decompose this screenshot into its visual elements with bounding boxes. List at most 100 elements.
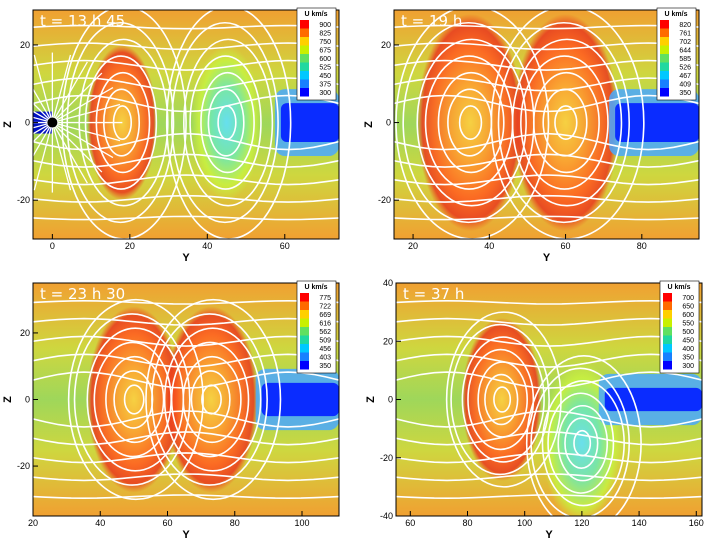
x-tick-label: 60 — [561, 241, 571, 251]
x-tick-label: 40 — [202, 241, 212, 251]
vortex-cell — [416, 13, 524, 232]
colorbar-tick-label: 761 — [679, 31, 691, 38]
streamline — [394, 194, 699, 203]
colorbar-swatch — [663, 318, 672, 327]
y-tick-label: -20 — [17, 195, 30, 205]
x-tick-label: 100 — [294, 518, 309, 528]
streamline — [33, 59, 339, 71]
low-speed-channel — [615, 103, 699, 142]
colorbar-tick-label: 300 — [682, 363, 694, 370]
streamline — [33, 317, 339, 326]
chart-panel-4: 60 80 100 120 140 160 -40 -20 0 20 40 Y Zt = 37 h U k… — [365, 278, 704, 541]
y-axis-label: Z — [2, 396, 14, 403]
x-tick-label: 60 — [280, 241, 290, 251]
x-tick-label: 80 — [637, 241, 647, 251]
radial-field-line — [33, 116, 53, 124]
vortex-cell — [191, 44, 262, 201]
streamline — [33, 132, 339, 151]
colorbar-tick-label: 350 — [319, 363, 331, 370]
colorbar-title: U km/s — [305, 11, 328, 18]
streamline — [33, 153, 339, 168]
colorbar-swatch — [300, 45, 309, 54]
radial-field-line — [33, 122, 53, 158]
colorbar-tick-label: 509 — [319, 338, 331, 345]
streamline — [33, 410, 339, 428]
streamline — [396, 410, 702, 428]
streamline — [78, 38, 169, 207]
streamline — [394, 59, 699, 71]
x-tick-label: 80 — [462, 518, 472, 528]
streamline — [396, 299, 702, 305]
streamline — [33, 194, 339, 203]
colorbar-tick-label: 644 — [679, 48, 691, 55]
vortex-cell — [164, 306, 259, 493]
colorbar-swatch — [663, 327, 672, 336]
y-axis-label: Z — [2, 121, 14, 128]
chart-panel-1: 0 20 40 60 -20 0 20 Y Zt = 13 h 45 U km/s 900 82575… — [2, 7, 340, 264]
colorbar-swatch — [300, 88, 309, 97]
colorbar-swatch — [300, 318, 309, 327]
y-tick-label: 0 — [386, 118, 391, 128]
x-tick-label: 120 — [574, 518, 589, 528]
colorbar-swatch — [300, 79, 309, 88]
streamline — [33, 94, 339, 113]
streamline — [66, 21, 175, 224]
streamline — [394, 174, 699, 186]
streamline — [557, 404, 609, 482]
colorbar-swatch — [300, 37, 309, 46]
streamline — [200, 71, 255, 174]
colorbar-swatch — [663, 293, 672, 302]
colorbar-tick-label: 775 — [319, 295, 331, 302]
streamline — [525, 355, 642, 516]
colorbar-title: U km/s — [305, 284, 328, 291]
streamline — [396, 353, 702, 368]
colorbar-swatch — [660, 20, 669, 29]
colorbar-swatch — [300, 352, 309, 361]
streamline — [396, 473, 702, 482]
colorbar-title: U km/s — [668, 284, 691, 291]
panel-title: t = 23 h 30 — [40, 285, 125, 303]
x-axis-label: Y — [545, 529, 553, 541]
streamline — [394, 215, 699, 221]
colorbar-swatch — [300, 301, 309, 310]
streamline — [394, 42, 699, 51]
x-axis-label: Y — [543, 252, 551, 264]
x-tick-label: 40 — [95, 518, 105, 528]
planet-marker — [47, 117, 58, 128]
streamline — [95, 71, 151, 174]
x-tick-label: 60 — [405, 518, 415, 528]
colorbar-swatch — [300, 54, 309, 63]
colorbar-tick-label: 300 — [319, 90, 331, 97]
colorbar-tick-label: 616 — [319, 321, 331, 328]
plot-area — [33, 283, 339, 516]
colorbar-swatch — [300, 71, 309, 80]
colorbar-swatch — [300, 335, 309, 344]
x-tick-label: 160 — [689, 518, 704, 528]
x-axis-label: Y — [182, 529, 190, 541]
y-tick-label: 0 — [25, 395, 30, 405]
y-tick-label: 20 — [20, 328, 30, 338]
y-tick-label: 20 — [383, 336, 393, 346]
y-tick-label: 20 — [381, 40, 391, 50]
streamline — [461, 336, 545, 463]
x-tick-label: 20 — [125, 241, 135, 251]
colorbar-swatch — [660, 71, 669, 80]
colorbar-swatch — [300, 20, 309, 29]
y-axis-label: Z — [363, 121, 375, 128]
streamline — [190, 370, 231, 429]
streamline — [497, 21, 631, 224]
colorbar-tick-label: 585 — [679, 56, 691, 63]
streamline — [33, 299, 339, 305]
streamline — [458, 105, 483, 140]
colorbar-swatch — [300, 62, 309, 71]
streamline — [61, 10, 187, 239]
colorbar-swatch — [300, 361, 309, 370]
colorbar-swatch — [300, 344, 309, 353]
colorbar-swatch — [663, 352, 672, 361]
streamline — [84, 55, 158, 190]
colorbar-tick-label: 450 — [682, 338, 694, 345]
